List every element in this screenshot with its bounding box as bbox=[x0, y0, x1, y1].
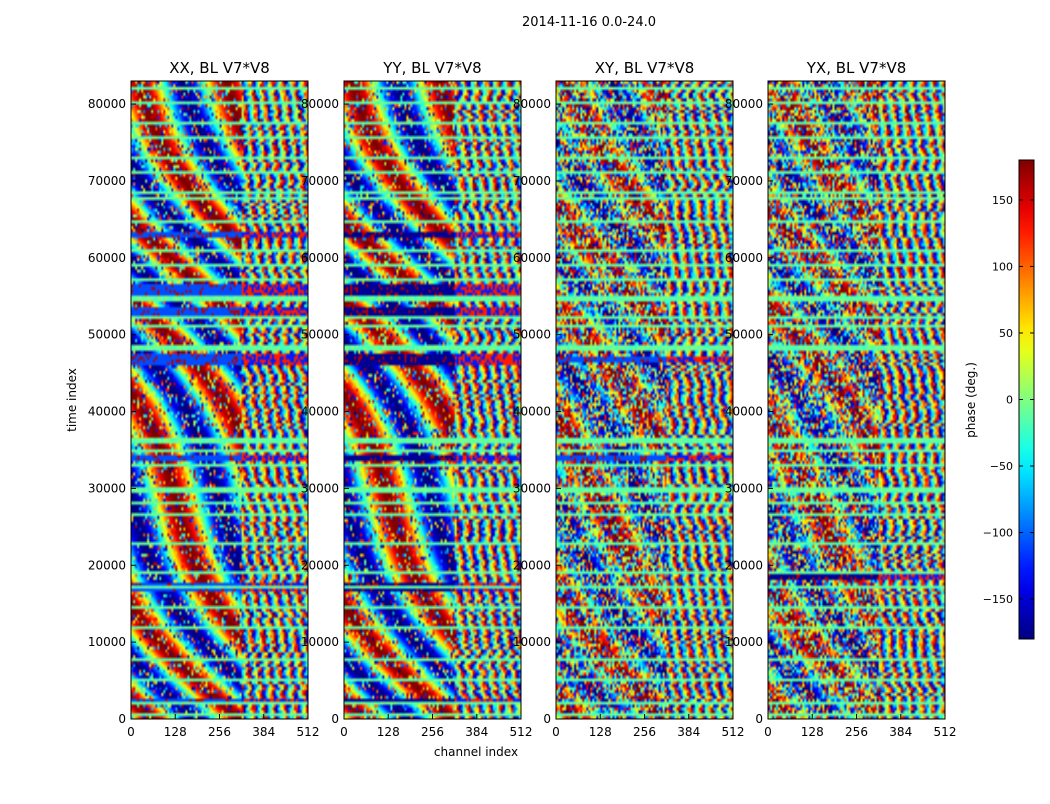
y-tick-label: 30000 bbox=[88, 481, 126, 495]
x-tick-label: 0 bbox=[127, 725, 135, 739]
y-tick-label: 30000 bbox=[301, 481, 339, 495]
y-tick-label: 80000 bbox=[88, 97, 126, 111]
colorbar-label: phase (deg.) bbox=[964, 362, 978, 438]
y-tick-label: 0 bbox=[755, 712, 763, 726]
x-tick-label: 128 bbox=[801, 725, 824, 739]
y-tick-label: 10000 bbox=[301, 635, 339, 649]
x-tick-label: 384 bbox=[252, 725, 275, 739]
y-tick-label: 30000 bbox=[513, 481, 551, 495]
x-axis-label: channel index bbox=[434, 745, 518, 759]
y-tick-label: 20000 bbox=[88, 558, 126, 572]
y-tick-label: 50000 bbox=[513, 328, 551, 342]
y-tick-label: 40000 bbox=[725, 405, 763, 419]
heatmap-image bbox=[131, 81, 308, 719]
y-tick-label: 40000 bbox=[301, 405, 339, 419]
x-tick-label: 256 bbox=[421, 725, 444, 739]
y-tick-label: 0 bbox=[543, 712, 551, 726]
x-tick-label: 384 bbox=[465, 725, 488, 739]
heatmap-image bbox=[556, 81, 733, 719]
colorbar-tick-label: −150 bbox=[983, 593, 1013, 606]
x-tick-label: 128 bbox=[164, 725, 187, 739]
y-axis-label: time index bbox=[65, 368, 79, 432]
x-tick-label: 384 bbox=[677, 725, 700, 739]
panel-xy: XY, BL V7*V8 0 128 256 384 512 0 10000 20000 3000… bbox=[513, 59, 745, 739]
panel-xx: XX, BL V7*V8 0 128 256 384 512 0 10000 20000 3000… bbox=[88, 59, 320, 739]
y-tick-label: 70000 bbox=[513, 174, 551, 188]
x-tick-label: 0 bbox=[340, 725, 348, 739]
y-tick-label: 10000 bbox=[88, 635, 126, 649]
panel-title: YX, BL V7*V8 bbox=[806, 59, 907, 77]
colorbar-tick-label: 150 bbox=[992, 194, 1013, 207]
colorbar-tick-label: 50 bbox=[999, 327, 1013, 340]
y-tick-label: 80000 bbox=[725, 97, 763, 111]
y-tick-label: 50000 bbox=[725, 328, 763, 342]
y-tick-label: 0 bbox=[118, 712, 126, 726]
y-tick-label: 40000 bbox=[88, 405, 126, 419]
panel-yy: YY, BL V7*V8 0 128 256 384 512 0 10000 20000 3000… bbox=[301, 59, 533, 739]
x-tick-label: 512 bbox=[297, 725, 320, 739]
x-tick-label: 0 bbox=[764, 725, 772, 739]
y-tick-label: 80000 bbox=[301, 97, 339, 111]
x-tick-label: 256 bbox=[208, 725, 231, 739]
heatmap-image bbox=[768, 81, 945, 719]
x-tick-label: 512 bbox=[934, 725, 957, 739]
y-tick-label: 70000 bbox=[725, 174, 763, 188]
y-tick-label: 70000 bbox=[88, 174, 126, 188]
figure-title: 2014-11-16 0.0-24.0 bbox=[522, 15, 656, 30]
x-tick-label: 512 bbox=[722, 725, 745, 739]
panel-title: XX, BL V7*V8 bbox=[169, 59, 270, 77]
colorbar-tick-label: −50 bbox=[990, 460, 1013, 473]
y-tick-label: 60000 bbox=[88, 251, 126, 265]
heatmap-image bbox=[344, 81, 521, 719]
x-tick-label: 128 bbox=[377, 725, 400, 739]
y-tick-label: 20000 bbox=[725, 558, 763, 572]
y-tick-label: 70000 bbox=[301, 174, 339, 188]
x-tick-label: 256 bbox=[845, 725, 868, 739]
y-tick-label: 30000 bbox=[725, 481, 763, 495]
y-tick-label: 60000 bbox=[513, 251, 551, 265]
x-tick-label: 128 bbox=[589, 725, 612, 739]
y-tick-label: 60000 bbox=[725, 251, 763, 265]
x-tick-label: 0 bbox=[552, 725, 560, 739]
colorbar-tick-label: 0 bbox=[1006, 394, 1013, 407]
y-tick-label: 40000 bbox=[513, 405, 551, 419]
colorbar-tick-label: 100 bbox=[992, 260, 1013, 273]
y-tick-label: 60000 bbox=[301, 251, 339, 265]
y-tick-label: 20000 bbox=[301, 558, 339, 572]
y-tick-label: 10000 bbox=[725, 635, 763, 649]
y-tick-label: 80000 bbox=[513, 97, 551, 111]
x-tick-label: 256 bbox=[633, 725, 656, 739]
y-tick-label: 0 bbox=[331, 712, 339, 726]
x-tick-label: 384 bbox=[889, 725, 912, 739]
y-tick-label: 50000 bbox=[301, 328, 339, 342]
panel-title: XY, BL V7*V8 bbox=[595, 59, 695, 77]
panel-title: YY, BL V7*V8 bbox=[382, 59, 481, 77]
y-tick-label: 50000 bbox=[88, 328, 126, 342]
panel-yx: YX, BL V7*V8 0 128 256 384 512 0 10000 20000 3000… bbox=[725, 59, 957, 739]
x-tick-label: 512 bbox=[510, 725, 533, 739]
colorbar-tick-label: −100 bbox=[983, 527, 1013, 540]
y-tick-label: 20000 bbox=[513, 558, 551, 572]
colorbar: −150 −100 −50 0 50 100 150 bbox=[983, 159, 1035, 640]
y-tick-label: 10000 bbox=[513, 635, 551, 649]
